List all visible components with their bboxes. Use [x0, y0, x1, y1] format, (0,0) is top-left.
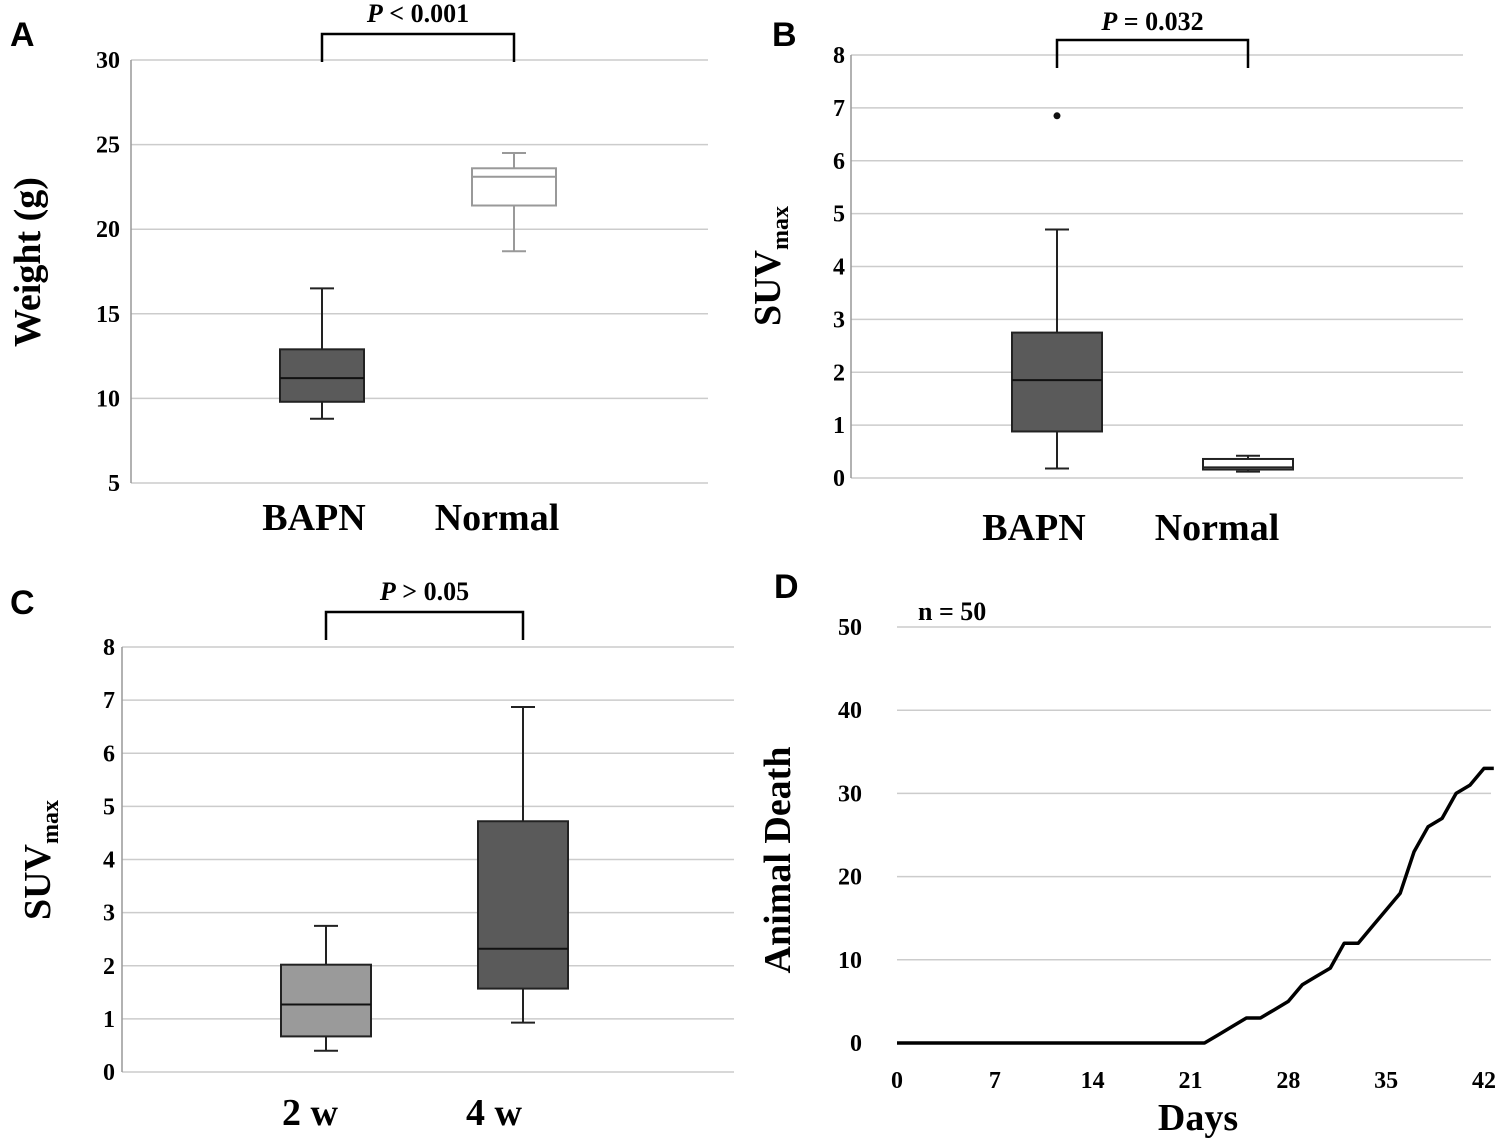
p-value-label: P < 0.001 [366, 0, 469, 28]
y-axis-label: SUVmax [17, 800, 64, 920]
p-value-label: P = 0.032 [1100, 7, 1203, 36]
panel-c: C 0 1 2 3 4 5 6 7 8 SUVmax 2 w 4 w P > 0.05 [10, 577, 734, 1134]
y-tick-label: 0 [833, 466, 845, 492]
y-axis-label: SUVmax [747, 206, 794, 326]
panel-letter: D [774, 568, 799, 606]
y-tick-label: 7 [833, 96, 845, 122]
y-tick-label: 0 [103, 1060, 115, 1086]
panel-letter: A [10, 16, 35, 54]
y-tick-label: 7 [103, 688, 115, 714]
x-tick-label: 42 [1472, 1068, 1496, 1094]
box-iqr [280, 963, 372, 1038]
y-axis-label-main: SUV [747, 249, 789, 326]
box-iqr [279, 348, 365, 403]
y-tick-label: 4 [833, 255, 845, 281]
x-category-label: Normal [435, 497, 560, 539]
y-tick-label: 8 [103, 635, 115, 661]
y-tick-label: 5 [833, 202, 845, 228]
y-tick-label: 5 [103, 794, 115, 820]
y-tick-label: 8 [833, 43, 845, 69]
x-tick-label: 14 [1081, 1068, 1105, 1094]
x-tick-label: 7 [989, 1068, 1001, 1094]
x-category-label: 4 w [466, 1092, 523, 1134]
x-tick-label: 35 [1374, 1068, 1398, 1094]
panel-d: D 0 10 20 30 40 50 0 7 14 21 28 35 42 Animal Death Days… [757, 568, 1496, 1139]
y-tick-label: 4 [103, 848, 115, 874]
x-axis-label: Days [1158, 1097, 1238, 1139]
p-value-text: = 0.032 [1117, 7, 1203, 36]
significance-bracket [320, 32, 516, 62]
y-tick-label: 1 [103, 1007, 115, 1033]
p-value-label: P > 0.05 [379, 577, 469, 606]
p-value-text: > 0.05 [396, 577, 469, 606]
y-tick-label: 20 [838, 865, 862, 891]
box-iqr [1011, 331, 1103, 433]
box-iqr [1202, 457, 1294, 471]
y-tick-label: 20 [96, 217, 120, 243]
y-axis-label-sub: max [38, 800, 64, 844]
y-tick-label: 5 [108, 471, 120, 497]
significance-bracket [324, 610, 525, 640]
x-tick-label: 21 [1179, 1068, 1203, 1094]
box-2-w [280, 924, 372, 1052]
y-tick-label: 6 [103, 741, 115, 767]
y-tick-label: 50 [838, 615, 862, 641]
y-tick-label: 40 [838, 698, 862, 724]
p-value-symbol: P [366, 0, 384, 28]
box-iqr [471, 167, 557, 207]
x-category-label: 2 w [282, 1092, 339, 1134]
y-tick-label: 2 [833, 360, 845, 386]
y-tick-label: 6 [833, 149, 845, 175]
y-axis-label: Animal Death [757, 747, 799, 974]
p-value-text: < 0.001 [383, 0, 469, 28]
x-tick-label: 28 [1276, 1068, 1300, 1094]
y-axis-label: Weight (g) [7, 177, 49, 347]
box-4-w [477, 706, 569, 1024]
p-value-symbol: P [379, 577, 397, 606]
panel-a: A 5 10 15 20 25 30 Weight (g) BAPN Normal P < 0.00… [7, 0, 708, 539]
box-normal [1202, 454, 1294, 473]
box-normal [471, 152, 557, 253]
significance-bracket [1055, 38, 1250, 68]
x-category-label: Normal [1155, 507, 1280, 549]
x-category-label: BAPN [262, 497, 365, 539]
outlier-point [1053, 112, 1061, 120]
panel-letter: C [10, 584, 35, 622]
y-tick-label: 0 [850, 1031, 862, 1057]
y-tick-label: 3 [833, 307, 845, 333]
series-line [897, 766, 1494, 1045]
y-tick-label: 25 [96, 133, 120, 159]
y-tick-label: 1 [833, 413, 845, 439]
p-value-symbol: P [1100, 7, 1118, 36]
y-axis-label-main: SUV [17, 843, 59, 920]
y-tick-label: 3 [103, 901, 115, 927]
box-bapn [1011, 228, 1103, 470]
box-iqr [477, 820, 569, 990]
x-tick-label: 0 [891, 1068, 903, 1094]
panel-letter: B [772, 16, 797, 54]
y-tick-label: 15 [96, 302, 120, 328]
y-axis-label-sub: max [768, 206, 794, 250]
y-tick-label: 10 [96, 386, 120, 412]
panel-b: B 0 1 2 3 4 5 6 7 8 SUVmax BAPN Normal P = 0.032 [747, 7, 1463, 549]
y-tick-label: 2 [103, 954, 115, 980]
y-tick-label: 30 [838, 781, 862, 807]
box-bapn [279, 287, 365, 420]
sample-size-annotation: n = 50 [918, 597, 986, 626]
x-category-label: BAPN [982, 507, 1085, 549]
y-tick-label: 30 [96, 48, 120, 74]
y-tick-label: 10 [838, 948, 862, 974]
